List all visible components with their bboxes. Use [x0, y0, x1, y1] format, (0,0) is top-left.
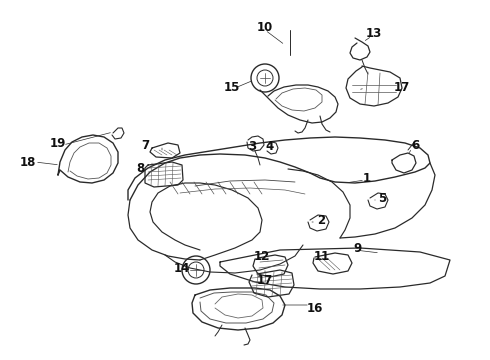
- Text: 12: 12: [254, 249, 270, 262]
- Text: 13: 13: [366, 27, 382, 40]
- Text: 15: 15: [224, 81, 240, 94]
- Text: 19: 19: [50, 136, 66, 149]
- Text: 5: 5: [378, 192, 386, 204]
- Text: 11: 11: [314, 249, 330, 262]
- Text: 2: 2: [317, 213, 325, 226]
- Text: 6: 6: [411, 139, 419, 152]
- Text: 4: 4: [266, 140, 274, 153]
- Text: 10: 10: [257, 21, 273, 33]
- Text: 17: 17: [257, 274, 273, 287]
- Text: 8: 8: [136, 162, 144, 175]
- Text: 18: 18: [20, 156, 36, 168]
- Text: 9: 9: [354, 242, 362, 255]
- Text: 16: 16: [307, 302, 323, 315]
- Text: 17: 17: [394, 81, 410, 94]
- Text: 1: 1: [363, 171, 371, 185]
- Text: 3: 3: [248, 140, 256, 153]
- Text: 7: 7: [141, 139, 149, 152]
- Text: 14: 14: [174, 261, 190, 274]
